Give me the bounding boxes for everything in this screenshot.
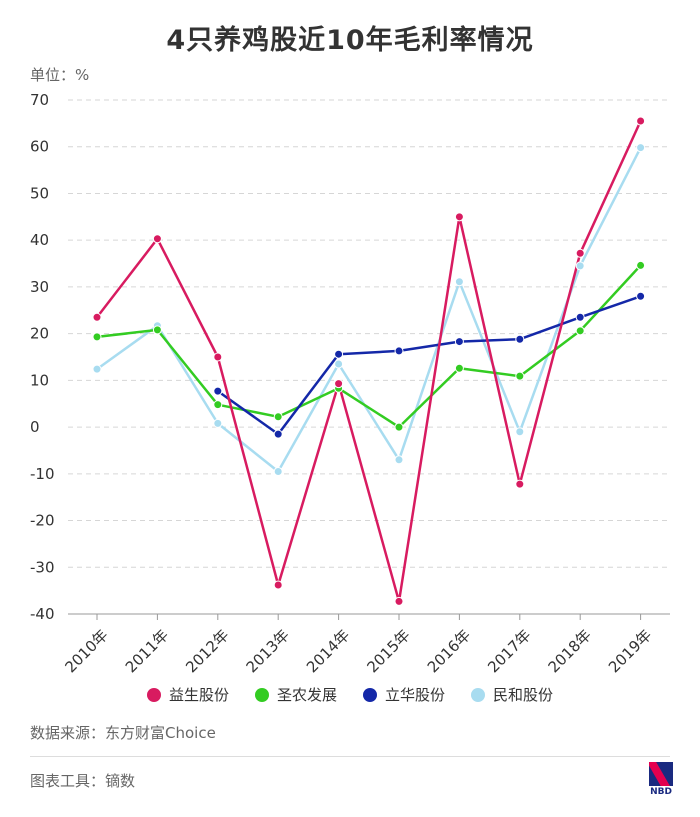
data-point (273, 580, 283, 590)
x-tick-label: 2019年 (605, 626, 655, 676)
data-point (394, 422, 404, 432)
data-point (515, 334, 525, 344)
data-point (213, 352, 223, 362)
x-tick-label: 2012年 (182, 626, 232, 676)
data-point (454, 212, 464, 222)
data-point (334, 359, 344, 369)
x-tick-label: 2017年 (484, 626, 534, 676)
x-tick-label: 2011年 (122, 626, 172, 676)
data-point (454, 363, 464, 373)
series-line-3 (217, 295, 642, 436)
legend-item: 圣农发展 (254, 684, 337, 705)
data-point (636, 291, 646, 301)
series-line-4 (96, 147, 642, 473)
y-tick-label: -40 (30, 605, 55, 623)
unit-label: 单位：% (30, 66, 90, 84)
data-point (152, 234, 162, 244)
y-tick-label: 0 (30, 418, 40, 436)
data-point (334, 379, 344, 389)
legend-item: 立华股份 (363, 684, 445, 705)
data-point (213, 386, 223, 396)
y-tick-label: 60 (30, 138, 49, 156)
chart-legend: 益生股份 圣农发展 立华股份 民和股份 (0, 684, 700, 705)
y-tick-label: 70 (30, 91, 49, 109)
chart-tool-credit: 图表工具：镝数 (30, 772, 136, 790)
data-point (273, 412, 283, 422)
x-tick-label: 2018年 (545, 626, 595, 676)
series-line-2 (96, 264, 642, 429)
data-point (334, 349, 344, 359)
data-source: 数据来源：东方财富Choice (30, 724, 216, 742)
legend-label: 益生股份 (168, 686, 229, 704)
data-point (575, 261, 585, 271)
legend-label: 民和股份 (493, 686, 554, 704)
data-point (273, 466, 283, 476)
data-point (636, 260, 646, 270)
y-tick-label: -30 (30, 558, 55, 576)
data-point (92, 332, 102, 342)
legend-swatch (254, 687, 269, 702)
nbd-logo: NBD (646, 762, 676, 802)
x-tick-label: 2010年 (61, 626, 111, 676)
data-point (273, 429, 283, 439)
data-point (575, 312, 585, 322)
data-point (394, 455, 404, 465)
data-point (575, 326, 585, 336)
footer-divider (30, 756, 670, 757)
legend-swatch (471, 687, 486, 702)
y-tick-label: 30 (30, 278, 49, 296)
data-point (515, 479, 525, 489)
data-point (92, 312, 102, 322)
x-tick-label: 2015年 (363, 626, 413, 676)
x-tick-label: 2016年 (424, 626, 474, 676)
nbd-logo-text: NBD (650, 787, 672, 797)
legend-label: 圣农发展 (276, 686, 337, 704)
data-point (454, 277, 464, 287)
legend-label: 立华股份 (385, 686, 446, 704)
legend-swatch (363, 687, 377, 702)
data-point (636, 116, 646, 126)
data-point (213, 418, 223, 428)
data-point (454, 337, 464, 347)
legend-swatch (146, 687, 161, 702)
data-point (213, 400, 223, 410)
chart-title: 4只养鸡股近10年毛利率情况 (166, 25, 534, 56)
y-tick-label: 40 (30, 231, 49, 249)
y-tick-label: 20 (30, 325, 49, 343)
data-point (152, 325, 162, 335)
series-line-1 (96, 120, 642, 603)
y-tick-label: 50 (30, 184, 49, 202)
x-tick-label: 2014年 (303, 626, 353, 676)
y-tick-label: -20 (30, 512, 55, 530)
data-point (92, 364, 102, 374)
legend-item: 益生股份 (146, 684, 229, 705)
legend-item: 民和股份 (471, 684, 553, 705)
data-point (515, 427, 525, 437)
x-tick-label: 2013年 (243, 626, 293, 676)
data-point (394, 596, 404, 606)
y-tick-label: 10 (30, 371, 49, 389)
nbd-logo-mark (649, 762, 673, 786)
data-point (515, 371, 525, 381)
y-tick-label: -10 (30, 465, 55, 483)
data-point (575, 248, 585, 258)
data-point (636, 143, 646, 153)
data-point (394, 346, 404, 356)
